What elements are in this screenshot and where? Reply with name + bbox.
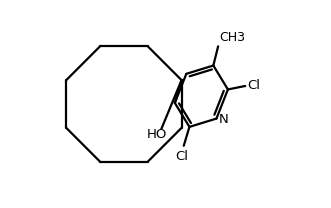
Text: Cl: Cl — [247, 79, 260, 93]
Text: N: N — [219, 113, 229, 126]
Text: Cl: Cl — [175, 150, 188, 163]
Text: CH3: CH3 — [219, 31, 245, 44]
Text: HO: HO — [147, 128, 167, 141]
